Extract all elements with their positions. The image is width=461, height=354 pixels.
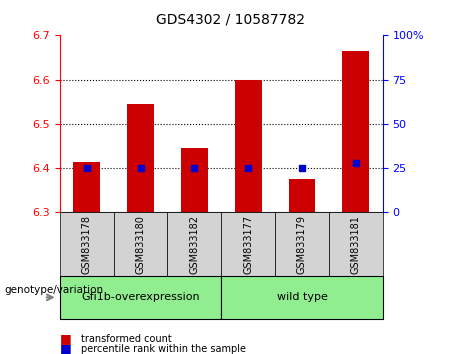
Text: ■: ■	[60, 332, 71, 345]
Text: percentile rank within the sample: percentile rank within the sample	[81, 344, 246, 354]
Text: GSM833179: GSM833179	[297, 215, 307, 274]
Bar	[73, 161, 100, 212]
Text: wild type: wild type	[277, 292, 327, 302]
Text: GSM833182: GSM833182	[189, 215, 200, 274]
Text: GSM833181: GSM833181	[351, 215, 361, 274]
Bar	[127, 104, 154, 212]
Bar	[235, 80, 261, 212]
Bar	[289, 179, 315, 212]
Text: Gfi1b-overexpression: Gfi1b-overexpression	[81, 292, 200, 302]
Bar	[181, 148, 208, 212]
Text: GSM833180: GSM833180	[136, 215, 146, 274]
Text: genotype/variation: genotype/variation	[5, 285, 104, 295]
Text: ■: ■	[60, 342, 71, 354]
Bar	[342, 51, 369, 212]
Text: GDS4302 / 10587782: GDS4302 / 10587782	[156, 12, 305, 27]
Text: GSM833177: GSM833177	[243, 215, 253, 274]
Text: GSM833178: GSM833178	[82, 215, 92, 274]
Text: transformed count: transformed count	[81, 334, 171, 344]
